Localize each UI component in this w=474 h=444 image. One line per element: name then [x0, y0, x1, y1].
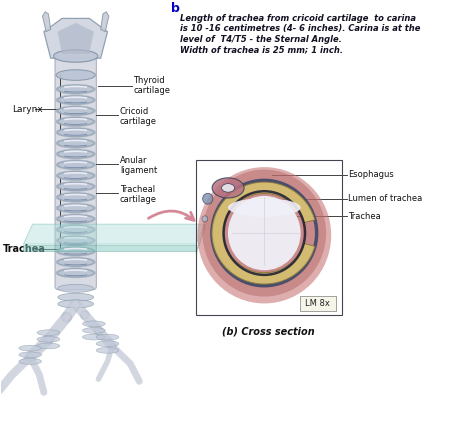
Ellipse shape — [19, 345, 42, 351]
Text: Trachea: Trachea — [348, 212, 381, 221]
Ellipse shape — [55, 159, 96, 170]
Ellipse shape — [54, 50, 98, 62]
Ellipse shape — [55, 224, 96, 235]
Ellipse shape — [58, 161, 93, 169]
Text: (b) Cross section: (b) Cross section — [222, 326, 315, 336]
Ellipse shape — [55, 257, 96, 267]
Polygon shape — [100, 12, 109, 32]
Ellipse shape — [19, 352, 42, 358]
Ellipse shape — [55, 268, 96, 278]
Ellipse shape — [19, 359, 42, 364]
Ellipse shape — [82, 328, 105, 333]
Text: LM 8x: LM 8x — [305, 299, 330, 308]
Ellipse shape — [197, 167, 331, 303]
Ellipse shape — [202, 170, 326, 297]
Ellipse shape — [58, 182, 93, 190]
Ellipse shape — [58, 107, 93, 115]
Ellipse shape — [96, 334, 119, 340]
Ellipse shape — [55, 203, 96, 214]
Ellipse shape — [202, 216, 208, 222]
Ellipse shape — [55, 246, 96, 257]
Ellipse shape — [82, 334, 105, 340]
Polygon shape — [23, 245, 196, 251]
Text: Trachea: Trachea — [2, 244, 46, 254]
Ellipse shape — [228, 198, 301, 217]
Polygon shape — [57, 23, 94, 54]
Ellipse shape — [37, 330, 60, 336]
Ellipse shape — [55, 149, 96, 159]
Text: Length of trachea from cricoid cartilage  to carina
is 10 -16 centimetres (4- 6 : Length of trachea from cricoid cartilage… — [180, 14, 420, 54]
Ellipse shape — [37, 343, 60, 349]
FancyBboxPatch shape — [300, 296, 336, 310]
Ellipse shape — [58, 96, 93, 104]
Ellipse shape — [82, 321, 105, 327]
Ellipse shape — [55, 192, 96, 202]
Ellipse shape — [58, 237, 93, 245]
Ellipse shape — [55, 138, 96, 149]
Ellipse shape — [221, 184, 235, 192]
Ellipse shape — [55, 95, 96, 105]
Ellipse shape — [55, 116, 96, 127]
Polygon shape — [196, 224, 205, 254]
Ellipse shape — [58, 204, 93, 212]
Ellipse shape — [37, 337, 60, 342]
Ellipse shape — [58, 193, 93, 201]
Ellipse shape — [58, 300, 93, 308]
Text: Larynx: Larynx — [12, 105, 43, 114]
Polygon shape — [43, 12, 51, 32]
Text: b: b — [171, 2, 180, 15]
Ellipse shape — [228, 196, 301, 270]
FancyBboxPatch shape — [55, 55, 96, 290]
Text: Cricoid
cartilage: Cricoid cartilage — [120, 107, 157, 127]
Text: Thyroid
cartilage: Thyroid cartilage — [133, 76, 171, 95]
Bar — [196, 160, 342, 315]
Text: Lumen of trachea: Lumen of trachea — [348, 194, 423, 203]
Wedge shape — [212, 182, 315, 284]
Ellipse shape — [58, 118, 93, 126]
Ellipse shape — [58, 258, 93, 266]
Ellipse shape — [58, 285, 93, 293]
Ellipse shape — [55, 106, 96, 116]
Ellipse shape — [58, 247, 93, 255]
Polygon shape — [23, 224, 205, 244]
Ellipse shape — [55, 170, 96, 181]
Ellipse shape — [58, 85, 93, 93]
Ellipse shape — [58, 269, 93, 277]
Ellipse shape — [58, 293, 93, 301]
Ellipse shape — [55, 127, 96, 138]
Ellipse shape — [203, 193, 213, 204]
Ellipse shape — [56, 70, 95, 80]
Ellipse shape — [58, 215, 93, 223]
Ellipse shape — [55, 235, 96, 246]
Ellipse shape — [212, 178, 244, 198]
Text: Tracheal
cartilage: Tracheal cartilage — [120, 185, 157, 204]
Ellipse shape — [58, 128, 93, 136]
Ellipse shape — [55, 214, 96, 224]
Ellipse shape — [55, 84, 96, 95]
Text: Esophagus: Esophagus — [348, 170, 394, 179]
Ellipse shape — [58, 172, 93, 180]
Ellipse shape — [58, 150, 93, 158]
Ellipse shape — [55, 181, 96, 192]
Text: Anular
ligament: Anular ligament — [120, 156, 157, 175]
Polygon shape — [44, 18, 108, 58]
Ellipse shape — [58, 139, 93, 147]
Ellipse shape — [96, 341, 119, 347]
Ellipse shape — [96, 348, 119, 353]
Ellipse shape — [58, 226, 93, 234]
